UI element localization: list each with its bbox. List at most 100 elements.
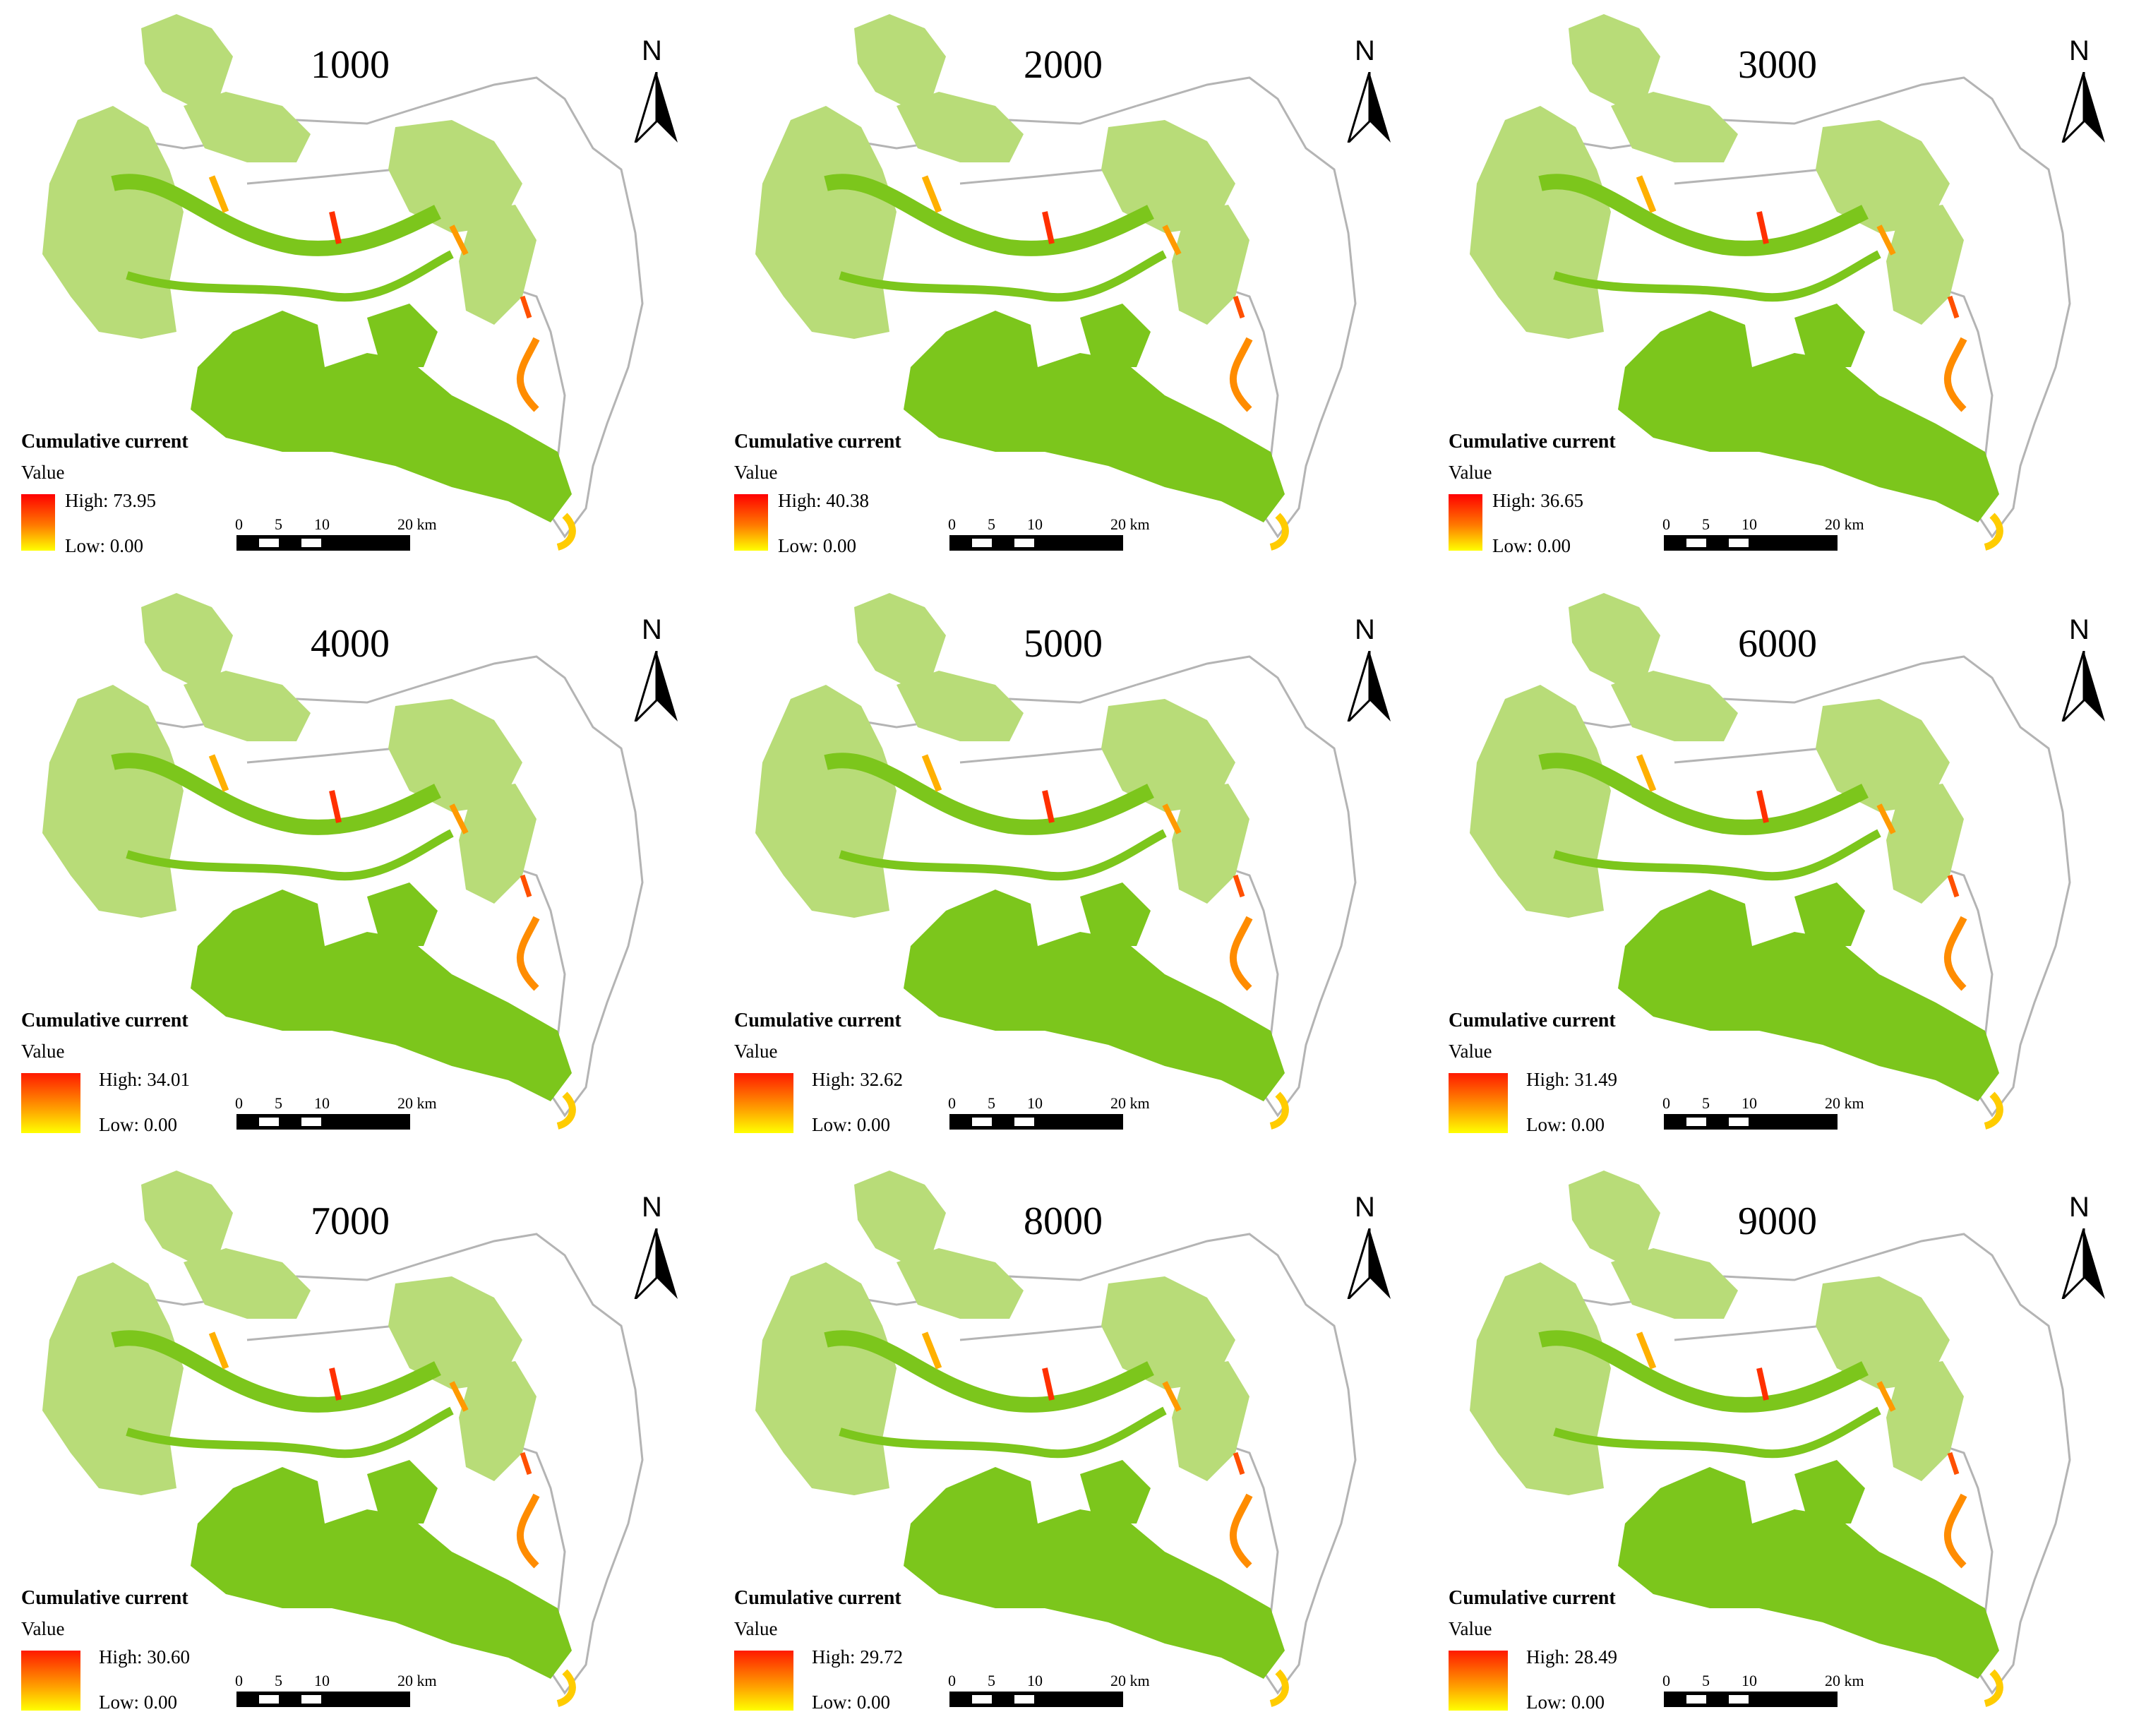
corridor-current bbox=[1984, 513, 2003, 551]
north-arrow: N bbox=[2059, 614, 2109, 727]
corridor-current bbox=[516, 1493, 540, 1569]
scale-label-10: 10 bbox=[1742, 1094, 1757, 1112]
map-panel: 4000 N Cumulative current Value High: 34… bbox=[0, 579, 711, 1157]
scale-label-20: 20 km bbox=[1110, 1094, 1150, 1112]
scale-segment bbox=[301, 1695, 321, 1704]
north-arrow-icon bbox=[2061, 651, 2105, 722]
legend: Cumulative current Value High: 40.38 Low… bbox=[734, 431, 1031, 572]
legend-low: Low: 0.00 bbox=[99, 1114, 177, 1135]
color-ramp bbox=[1449, 1073, 1508, 1133]
legend: Cumulative current Value High: 73.95 Low… bbox=[21, 431, 318, 572]
corridor-current bbox=[449, 803, 469, 834]
habitat-patch bbox=[1470, 106, 1611, 339]
scale-segment bbox=[259, 1118, 279, 1126]
habitat-patch bbox=[1886, 1361, 1964, 1481]
corridor-current bbox=[1943, 337, 1967, 412]
map-panel: 9000 N Cumulative current Value High: 28… bbox=[1427, 1156, 2134, 1735]
north-arrow-icon bbox=[1347, 1228, 1391, 1299]
north-label: N bbox=[642, 35, 662, 66]
corridor-current bbox=[921, 1331, 942, 1370]
region-boundary bbox=[423, 1233, 644, 1695]
corridor-current bbox=[1233, 1451, 1245, 1475]
study-area-map bbox=[755, 1171, 1357, 1707]
scale-label-5: 5 bbox=[988, 1672, 995, 1689]
habitat-patch bbox=[897, 92, 1024, 162]
scale-label-5: 5 bbox=[988, 1094, 995, 1112]
habitat-patch bbox=[755, 106, 897, 339]
scale-segment bbox=[1014, 539, 1034, 547]
legend: Cumulative current Value High: 30.60 Low… bbox=[21, 1587, 318, 1728]
legend-low: Low: 0.00 bbox=[99, 1692, 177, 1713]
river-corridor bbox=[126, 250, 454, 302]
habitat-core bbox=[1794, 1460, 1865, 1524]
panel-title: 1000 bbox=[311, 43, 390, 87]
scale-label-0: 0 bbox=[948, 1094, 956, 1112]
habitat-patch bbox=[141, 593, 233, 685]
study-area-map bbox=[42, 14, 644, 551]
legend-title: Cumulative current bbox=[21, 1587, 188, 1609]
legend-value-label: Value bbox=[734, 1041, 778, 1062]
legend-high: High: 73.95 bbox=[65, 490, 157, 511]
river-corridor bbox=[1553, 1406, 1881, 1459]
corridor-current bbox=[1636, 754, 1657, 792]
habitat-core bbox=[1794, 882, 1865, 946]
habitat-patch bbox=[1611, 92, 1738, 162]
scale-segment bbox=[259, 539, 279, 547]
habitat-core bbox=[191, 311, 572, 522]
habitat-patch bbox=[1101, 120, 1235, 233]
habitat-core bbox=[904, 890, 1285, 1101]
scale-label-20: 20 km bbox=[397, 1672, 437, 1689]
habitat-core bbox=[1080, 1460, 1151, 1524]
habitat-patch bbox=[388, 699, 522, 812]
corridor-current bbox=[520, 874, 532, 898]
north-arrow-icon bbox=[634, 651, 678, 722]
region-boundary bbox=[423, 76, 644, 539]
legend: Cumulative current Value High: 36.65 Low… bbox=[1449, 431, 1745, 572]
scale-label-20: 20 km bbox=[1110, 1672, 1150, 1689]
scale-segment bbox=[301, 1118, 321, 1126]
north-label: N bbox=[642, 1192, 662, 1223]
scale-label-10: 10 bbox=[1027, 1672, 1043, 1689]
corridor-current bbox=[1042, 1367, 1055, 1401]
river-corridor bbox=[824, 753, 1154, 835]
scale-bar: 0 5 10 20 km bbox=[948, 1672, 1150, 1714]
panel-title: 2000 bbox=[1024, 43, 1103, 87]
legend-title: Cumulative current bbox=[1449, 431, 1616, 453]
scale-label-20: 20 km bbox=[397, 515, 437, 533]
scale-bar: 0 5 10 20 km bbox=[1662, 515, 1864, 558]
north-label: N bbox=[1355, 614, 1375, 645]
panel-title: 9000 bbox=[1738, 1199, 1817, 1243]
color-ramp bbox=[734, 1073, 793, 1133]
habitat-core bbox=[367, 1460, 438, 1524]
north-label: N bbox=[2069, 614, 2090, 645]
north-arrow: N bbox=[2059, 35, 2109, 148]
legend-value-label: Value bbox=[21, 462, 65, 483]
habitat-patch bbox=[854, 1171, 946, 1262]
scale-bar: 0 5 10 20 km bbox=[235, 1672, 437, 1714]
river-corridor bbox=[839, 1406, 1167, 1459]
study-area-map bbox=[755, 593, 1357, 1130]
color-ramp bbox=[1449, 1651, 1508, 1711]
habitat-core bbox=[904, 1467, 1285, 1679]
corridor-current bbox=[1229, 916, 1253, 991]
corridor-current bbox=[1229, 337, 1253, 412]
corridor-current bbox=[921, 754, 942, 792]
habitat-core bbox=[1794, 304, 1865, 367]
habitat-core bbox=[367, 882, 438, 946]
scale-bar: 0 5 10 20 km bbox=[948, 1094, 1150, 1137]
habitat-patch bbox=[854, 14, 946, 106]
scale-bar: 0 5 10 20 km bbox=[235, 1094, 437, 1137]
region-boundary bbox=[1850, 1233, 2071, 1695]
corridor-current bbox=[556, 1669, 576, 1707]
river-corridor bbox=[1553, 829, 1881, 881]
habitat-patch bbox=[184, 671, 311, 741]
scale-label-0: 0 bbox=[1662, 1672, 1670, 1689]
habitat-patch bbox=[459, 784, 537, 904]
river-corridor bbox=[839, 250, 1167, 302]
legend-value-label: Value bbox=[21, 1618, 65, 1639]
map-panel: 6000 N Cumulative current Value High: 31… bbox=[1427, 579, 2134, 1157]
legend-high: High: 31.49 bbox=[1526, 1069, 1618, 1090]
legend: Cumulative current Value High: 29.72 Low… bbox=[734, 1587, 1031, 1728]
legend-high: High: 40.38 bbox=[778, 490, 870, 511]
corridor-current bbox=[1229, 1493, 1253, 1569]
